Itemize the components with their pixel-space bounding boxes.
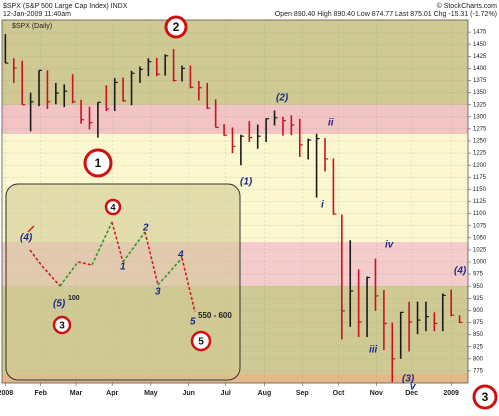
wave-label: i [321,200,324,211]
y-tick-label: 1425 [473,54,487,60]
wave-label: iii [369,345,378,356]
x-tick-label: Oct [333,390,345,397]
inset-circle-label: 4 [110,202,115,212]
y-tick-label: 1100 [473,211,487,217]
x-tick-label: Jul [221,390,231,397]
y-tick-label: 1375 [473,78,487,84]
x-tick-label: Jun [183,390,195,397]
wave-labels: (1) (2) i ii iii iv v (3) (4) [240,93,467,393]
y-tick-label: 825 [473,344,484,350]
y-tick-label: 1200 [473,163,487,169]
x-tick-label: Feb [34,390,46,397]
quote: Open 890.40 High 890.40 Low 874.77 Last … [275,11,497,18]
inset: (4) (5) 100 3 4 2 1 3 4 5 550 - 600 5 [5,183,241,381]
y-tick-label: 1325 [473,102,487,108]
y-tick-label: 1475 [473,30,487,36]
wave-label: (1) [240,177,253,188]
y-tick-label: 1225 [473,151,487,157]
x-tick-label: Apr [106,390,118,397]
y-tick-label: 1125 [473,199,487,205]
circle-markers: 1 2 3 [83,15,498,410]
wave-label: v [410,382,417,393]
x-tick-label: 2009 [443,390,459,397]
y-tick-label: 850 [473,332,484,338]
y-tick-label: 800 [473,356,484,362]
inset-circle-label: 3 [59,321,65,332]
y-tick-label: 775 [473,368,484,374]
legend: $SPX (Daily) [12,23,52,30]
x-tick-label: Nov [370,390,383,397]
y-tick-label: 1175 [473,175,487,181]
inset-label: (4) [20,233,33,244]
y-tick-label: 1250 [473,139,487,145]
circle-label: 3 [482,390,489,404]
title: $SPX (S&P 500 Large Cap Index) INDX [3,3,128,10]
inset-label: 5 [190,317,196,328]
y-tick-label: 975 [473,272,484,278]
wave-label: iv [385,240,395,251]
wave-label: ii [328,118,334,129]
wave-label: (2) [276,93,289,104]
inset-label: 3 [155,287,161,298]
y-tick-label: 1050 [473,235,487,241]
y-tick-label: 1400 [473,66,487,72]
y-tick-label: 900 [473,308,484,314]
x-tick-label: Mar [70,390,83,397]
wave-label: (4) [454,266,467,277]
x-tick-label: Sep [296,390,309,397]
y-tick-label: 925 [473,296,484,302]
x-tick-label: Dec [405,390,418,397]
inset-label: 100 [68,295,80,302]
inset-label: (5) [53,299,66,310]
y-tick-label: 1350 [473,90,487,96]
inset-label: 2 [142,223,149,234]
y-tick-label: 1150 [473,187,487,193]
circle-label: 2 [173,20,180,34]
y-tick-label: 950 [473,284,484,290]
x-tick-label: May [144,390,158,397]
inset-label: 550 - 600 [198,311,232,320]
y-tick-label: 1300 [473,114,487,120]
y-tick-label: 875 [473,320,484,326]
y-tick-label: 1025 [473,247,487,253]
wave-label: (3) [402,374,415,385]
subtitle: 12-Jan-2009 11:40am [3,11,71,18]
credit: © StockCharts.com [437,2,498,10]
y-tick-label: 1075 [473,223,487,229]
y-tick-label: 1275 [473,126,487,132]
inset-circle-label: 5 [198,337,204,348]
inset-label: 1 [120,262,126,273]
x-tick-label: Aug [258,390,272,397]
x-tick-label: 2008 [0,390,13,397]
circle-label: 1 [95,156,102,170]
y-tick-label: 1450 [473,42,487,48]
y-tick-label: 1000 [473,260,487,266]
inset-label: 4 [177,250,184,261]
